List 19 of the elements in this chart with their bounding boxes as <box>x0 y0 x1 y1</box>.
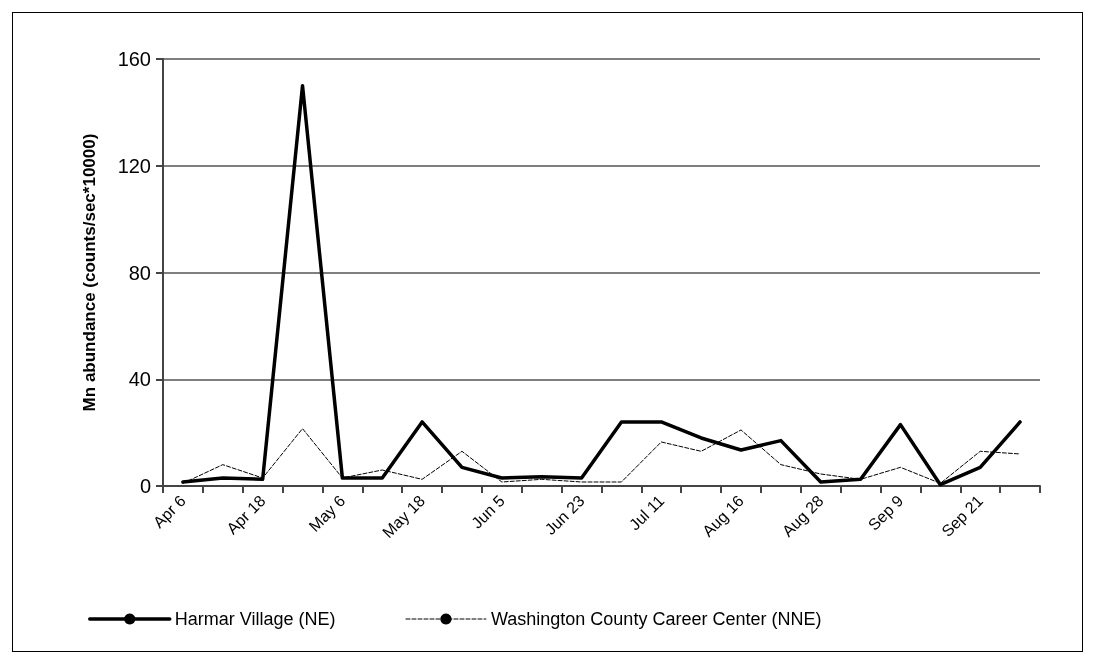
x-tick-label: Apr 6 <box>149 491 190 532</box>
x-tick-label: Sep 21 <box>938 491 987 540</box>
y-axis-title: Mn abundance (counts/sec*10000) <box>80 133 99 412</box>
y-tick-label: 40 <box>128 368 151 391</box>
x-tick-label: May 18 <box>379 491 429 542</box>
x-tick-label: Jun 23 <box>541 491 588 538</box>
y-tick-label: 80 <box>128 261 151 284</box>
x-tick-label: Jun 5 <box>468 491 508 532</box>
legend-label: Washington County Career Center (NNE) <box>490 609 822 629</box>
x-tick-label: Aug 16 <box>699 491 748 540</box>
legend-label: Harmar Village (NE) <box>174 609 336 629</box>
y-tick-label: 160 <box>117 48 151 70</box>
x-tick-label: May 6 <box>305 491 349 535</box>
x-tick-label: Apr 18 <box>223 491 269 538</box>
x-tick-label: Aug 28 <box>778 491 827 540</box>
y-tick-label: 0 <box>139 475 151 497</box>
x-tick-label: Sep 9 <box>864 491 907 534</box>
y-tick-label: 120 <box>117 154 151 177</box>
x-tick-label: Jul 11 <box>625 491 668 534</box>
